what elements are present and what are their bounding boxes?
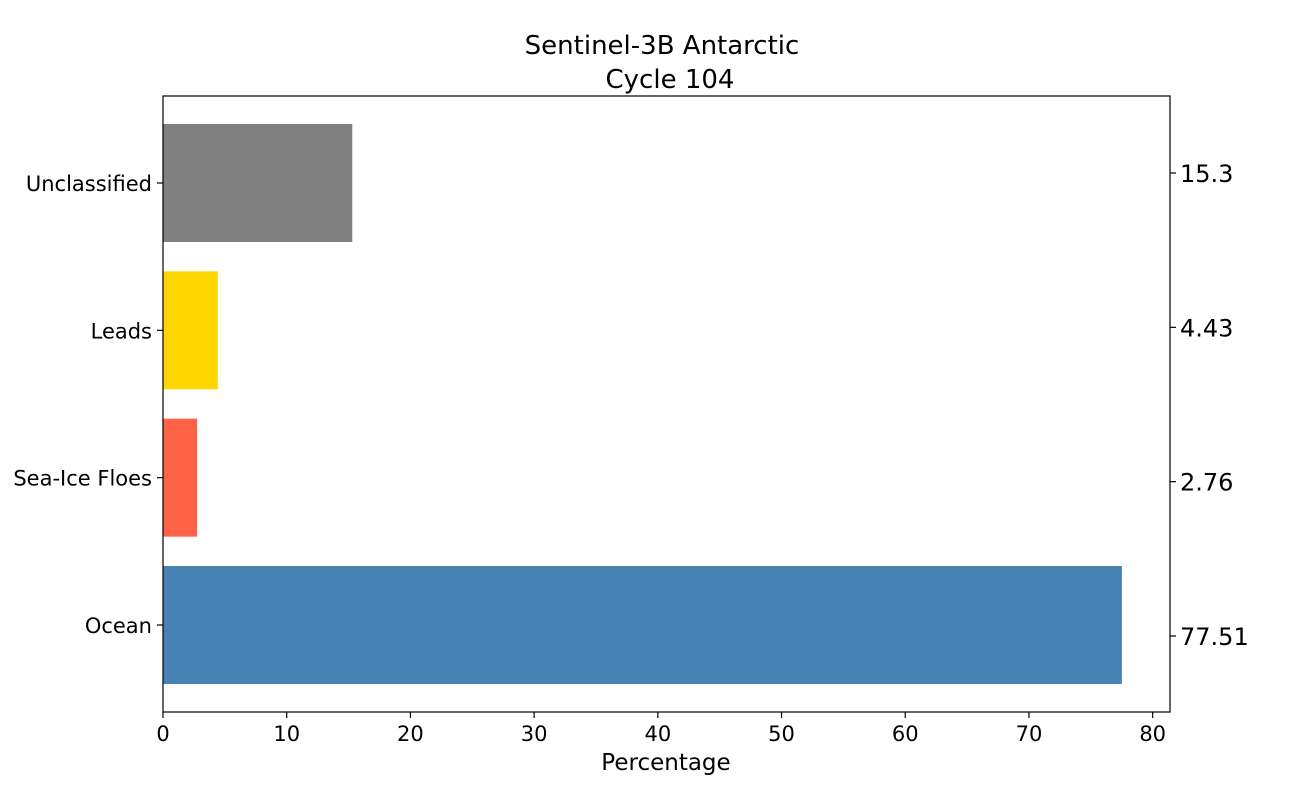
chart-title-line-1: Sentinel-3B Antarctic	[525, 31, 800, 61]
x-tick-label-30: 30	[521, 722, 548, 746]
category-label-sea-ice-floes: Sea-Ice Floes	[13, 467, 152, 491]
chart-title-line-2: Cycle 104	[606, 65, 735, 95]
bar-leads	[163, 271, 218, 390]
bars-group	[163, 124, 1122, 684]
value-label-ocean: 77.51	[1180, 623, 1249, 651]
x-ticks-group: 0 10 20 30 40 50 60 70 80	[156, 712, 1166, 746]
x-tick-label-10: 10	[273, 722, 300, 746]
bar-ocean	[163, 566, 1122, 684]
category-label-unclassified: Unclassified	[26, 172, 152, 196]
bar-sea-ice-floes	[163, 418, 198, 537]
value-label-leads: 4.43	[1180, 314, 1233, 342]
value-label-sea-ice-floes: 2.76	[1180, 469, 1233, 497]
x-axis-label: Percentage	[601, 750, 730, 776]
x-tick-label-20: 20	[397, 722, 424, 746]
category-labels-group: Ocean Sea-Ice Floes Leads Unclassified	[13, 172, 163, 638]
bar-unclassified	[163, 124, 353, 242]
x-tick-label-80: 80	[1139, 722, 1166, 746]
plot-frame	[162, 95, 1171, 713]
value-labels-group: 77.51 2.76 4.43 15.3	[1170, 160, 1249, 651]
x-tick-label-40: 40	[644, 722, 671, 746]
value-label-unclassified: 15.3	[1180, 160, 1233, 188]
category-label-ocean: Ocean	[85, 614, 152, 638]
category-label-leads: Leads	[91, 319, 152, 343]
x-tick-label-0: 0	[156, 722, 169, 746]
x-tick-label-50: 50	[768, 722, 795, 746]
x-tick-label-70: 70	[1016, 722, 1043, 746]
x-tick-label-60: 60	[892, 722, 919, 746]
